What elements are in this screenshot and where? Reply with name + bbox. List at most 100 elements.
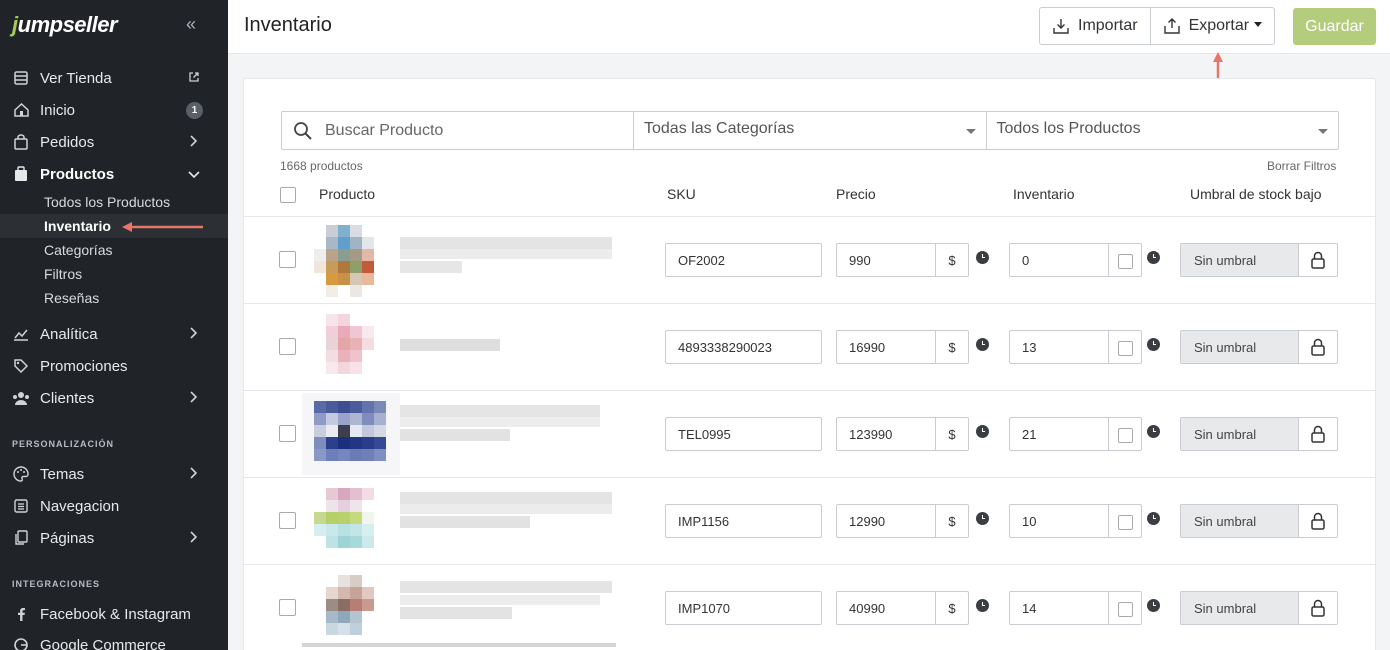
stock-threshold-field: Sin umbral [1180,243,1338,277]
sidebar-subitem-filtros[interactable]: Filtros [0,262,228,286]
sku-input[interactable]: IMP1070 [665,591,822,625]
stock-threshold-field: Sin umbral [1180,504,1338,538]
inventory-value: 0 [1010,244,1109,276]
select-all-checkbox[interactable] [280,187,296,203]
sidebar-subitem-label: Inventario [44,218,111,234]
sidebar-item-productos[interactable]: Productos [0,159,228,189]
sidebar-item-temas[interactable]: Temas [0,459,228,489]
category-select[interactable]: Todas las Categorías [634,112,986,149]
save-button[interactable]: Guardar [1293,8,1376,45]
sku-input[interactable]: OF2002 [665,243,822,277]
lock-icon[interactable] [1299,505,1337,537]
dropdown-arrow-icon [1318,129,1328,134]
unlimited-stock-checkbox[interactable] [1109,505,1141,537]
pages-icon [12,529,30,547]
unlimited-stock-checkbox[interactable] [1109,592,1141,624]
inventory-history-clock-icon[interactable] [1147,599,1160,612]
collapse-sidebar-icon[interactable]: « [186,14,197,34]
store-icon [12,69,30,87]
currency-addon: $ [948,513,956,529]
price-input[interactable]: 990 $ [836,243,969,277]
inventory-input[interactable]: 21 [1009,417,1142,451]
inventory-value: 10 [1010,505,1109,537]
price-history-clock-icon[interactable] [976,338,989,351]
inventory-history-clock-icon[interactable] [1147,338,1160,351]
sidebar-item-label: Google Commerce [40,636,166,650]
product-thumbnail-blurred [314,225,612,297]
google-icon [12,636,30,650]
jumpseller-logo[interactable]: jumpseller [12,12,118,37]
section-title-integraciones: INTEGRACIONES [12,579,101,589]
inventory-input[interactable]: 14 [1009,591,1142,625]
stock-threshold-field: Sin umbral [1180,417,1338,451]
sidebar-item-ver-tienda[interactable]: Ver Tienda [0,63,228,93]
sku-input[interactable]: 4893338290023 [665,330,822,364]
sidebar-item-clientes[interactable]: Clientes [0,383,228,413]
row-checkbox[interactable] [279,512,296,529]
search-input[interactable]: Buscar Producto [282,112,634,149]
row-checkbox[interactable] [279,251,296,268]
inventory-input[interactable]: 0 [1009,243,1142,277]
lock-icon[interactable] [1299,418,1337,450]
sidebar-item-navegacion[interactable]: Navegacion [0,491,228,521]
price-input[interactable]: 16990 $ [836,330,969,364]
home-icon [12,101,30,119]
clear-filters-link[interactable]: Borrar Filtros [1267,159,1337,173]
price-history-clock-icon[interactable] [976,425,989,438]
export-label: Exportar [1188,17,1250,34]
price-history-clock-icon[interactable] [976,251,989,264]
threshold-value: Sin umbral [1181,244,1299,276]
unlimited-stock-checkbox[interactable] [1109,244,1141,276]
sidebar-subitem-todos-los-productos[interactable]: Todos los Productos [0,190,228,214]
sidebar-subitem-label: Reseñas [44,290,100,306]
sidebar-subitem-resenas[interactable]: Reseñas [0,286,228,310]
inventory-input[interactable]: 10 [1009,504,1142,538]
inventory-history-clock-icon[interactable] [1147,251,1160,264]
caret-down-icon [1254,21,1263,27]
sidebar-item-inicio[interactable]: Inicio 1 [0,95,228,125]
sku-input[interactable]: IMP1156 [665,504,822,538]
currency-addon: $ [948,339,956,355]
products-select[interactable]: Todos los Productos [985,112,1339,149]
inventory-history-clock-icon[interactable] [1147,425,1160,438]
sidebar-item-label: Clientes [40,389,95,407]
product-thumbnail-blurred [302,575,616,647]
sidebar-item-promociones[interactable]: Promociones [0,351,228,381]
price-input[interactable]: 123990 $ [836,417,969,451]
column-header-threshold: Umbral de stock bajo [1190,186,1322,202]
row-checkbox[interactable] [279,425,296,442]
sidebar-subitem-label: Todos los Productos [44,194,171,210]
sidebar-subitem-categorias[interactable]: Categorías [0,238,228,262]
row-checkbox[interactable] [279,338,296,355]
unlimited-stock-checkbox[interactable] [1109,331,1141,363]
sidebar-item-label: Analítica [40,325,98,343]
sidebar-item-pedidos[interactable]: Pedidos [0,127,228,157]
lock-icon[interactable] [1299,331,1337,363]
export-button[interactable]: Exportar [1149,8,1274,44]
inventory-history-clock-icon[interactable] [1147,512,1160,525]
box-icon [12,165,30,183]
facebook-icon [12,605,30,623]
sku-input[interactable]: TEL0995 [665,417,822,451]
sidebar-item-label: Temas [40,465,85,483]
inventory-card: Buscar Producto Todas las Categorías Tod… [243,78,1376,650]
product-thumbnail-blurred [302,393,600,475]
column-header-product: Producto [319,186,376,202]
sidebar-item-facebook-instagram[interactable]: Facebook & Instagram [0,599,228,629]
sidebar-item-google-commerce[interactable]: Google Commerce [0,630,228,650]
row-checkbox[interactable] [279,599,296,616]
unlimited-stock-checkbox[interactable] [1109,418,1141,450]
price-input[interactable]: 12990 $ [836,504,969,538]
inventory-input[interactable]: 13 [1009,330,1142,364]
threshold-value: Sin umbral [1181,592,1299,624]
price-input[interactable]: 40990 $ [836,591,969,625]
download-icon [1053,19,1069,34]
price-history-clock-icon[interactable] [976,512,989,525]
palette-icon [12,465,30,483]
sidebar-item-analitica[interactable]: Analítica [0,319,228,349]
import-button[interactable]: Importar [1040,8,1150,44]
price-history-clock-icon[interactable] [976,599,989,612]
lock-icon[interactable] [1299,244,1337,276]
sidebar-item-paginas[interactable]: Páginas [0,523,228,553]
lock-icon[interactable] [1299,592,1337,624]
